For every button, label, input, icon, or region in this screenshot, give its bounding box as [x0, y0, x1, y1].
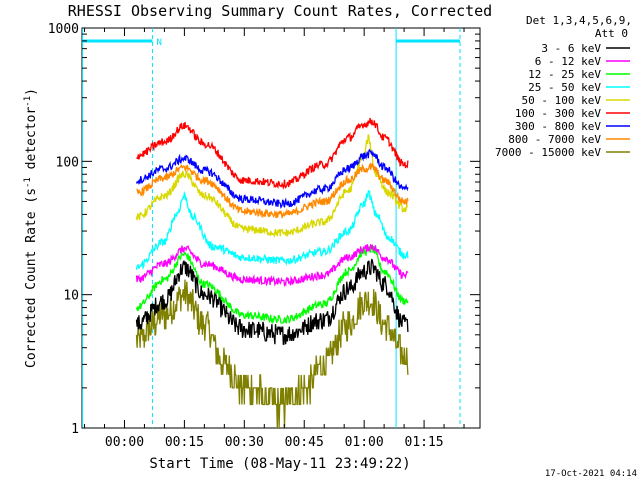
plot-frame: [81, 27, 481, 429]
y-axis-title-sup1: -1: [23, 177, 33, 188]
x-tick-label: 01:15: [405, 435, 444, 450]
y-axis-title-end: ): [24, 88, 39, 96]
attenuator-label: Att 0: [595, 27, 628, 40]
y-axis-title-sup2: -1: [23, 96, 33, 107]
x-axis: 00:00 00:15 00:30 00:45 01:00 01:15: [84, 28, 465, 450]
legend-label: 6 - 12 keV: [535, 55, 602, 68]
x-tick-label: 00:00: [105, 435, 144, 450]
series-line-25-50-kev: [135, 190, 409, 270]
legend-label: 7000 - 15000 keV: [495, 146, 601, 159]
series-line-12-25-kev: [135, 244, 409, 325]
y-axis-title-main: Corrected Count Rate (s: [24, 188, 39, 368]
y-tick-label: 10: [63, 289, 79, 304]
series-line-50-100-kev: [135, 134, 409, 239]
x-tick-label: 00:45: [285, 435, 324, 450]
series-line-7000-15000-kev: [135, 279, 409, 429]
legend-label: 12 - 25 keV: [528, 68, 601, 81]
x-tick-label: 00:30: [225, 435, 264, 450]
legend-label: 25 - 50 keV: [528, 81, 601, 94]
series-line-800-7000-kev: [136, 162, 409, 219]
detector-label: Det 1,3,4,5,6,9,: [526, 14, 632, 27]
legend-label: 100 - 300 keV: [515, 107, 601, 120]
series-line-3-6-kev: [135, 258, 409, 345]
x-tick-label: 00:15: [165, 435, 204, 450]
x-tick-label: 01:00: [345, 435, 384, 450]
series-group: [135, 117, 409, 429]
y-axis: 1 10 100 1000: [48, 22, 480, 437]
night-markers: N: [82, 28, 461, 428]
chart-title: RHESSI Observing Summary Count Rates, Co…: [68, 2, 492, 20]
footer-timestamp: 17-Oct-2021 04:14: [545, 469, 637, 479]
series-line-100-300-kev: [136, 117, 409, 191]
legend-label: 3 - 6 keV: [541, 42, 601, 55]
legend-label: 300 - 800 keV: [515, 120, 601, 133]
x-axis-title: Start Time (08-May-11 23:49:22): [149, 456, 410, 472]
y-tick-label: 100: [56, 155, 79, 170]
series-line-300-800-kev: [135, 148, 409, 209]
y-tick-label: 1000: [48, 22, 79, 37]
night-marker-label: N: [156, 38, 161, 48]
series-line-6-12-kev: [135, 243, 409, 288]
y-tick-label: 1: [71, 422, 79, 437]
legend-label: 800 - 7000 keV: [508, 133, 601, 146]
y-axis-title: Corrected Count Rate (s-1 detector-1): [23, 88, 39, 368]
legend-label: 50 - 100 keV: [522, 94, 602, 107]
y-axis-title-mid: detector: [24, 107, 39, 178]
